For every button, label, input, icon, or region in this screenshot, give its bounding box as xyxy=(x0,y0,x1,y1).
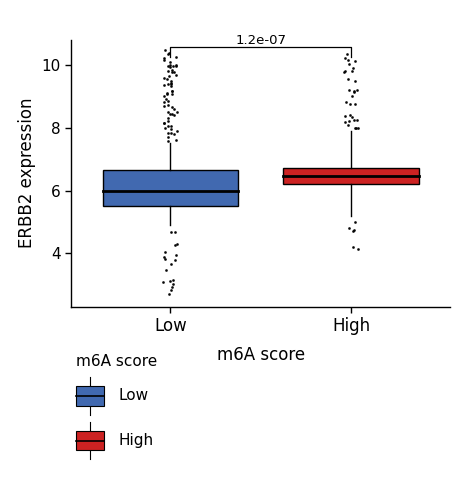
Bar xyxy=(76,431,104,450)
Text: m6A score: m6A score xyxy=(76,354,157,369)
Text: 1.2e-07: 1.2e-07 xyxy=(235,34,286,47)
Bar xyxy=(283,168,419,184)
Bar xyxy=(76,386,104,406)
Text: High: High xyxy=(118,433,154,448)
X-axis label: m6A score: m6A score xyxy=(217,346,305,364)
Y-axis label: ERBB2 expression: ERBB2 expression xyxy=(18,98,36,248)
Bar xyxy=(103,170,238,206)
Text: Low: Low xyxy=(118,389,149,403)
